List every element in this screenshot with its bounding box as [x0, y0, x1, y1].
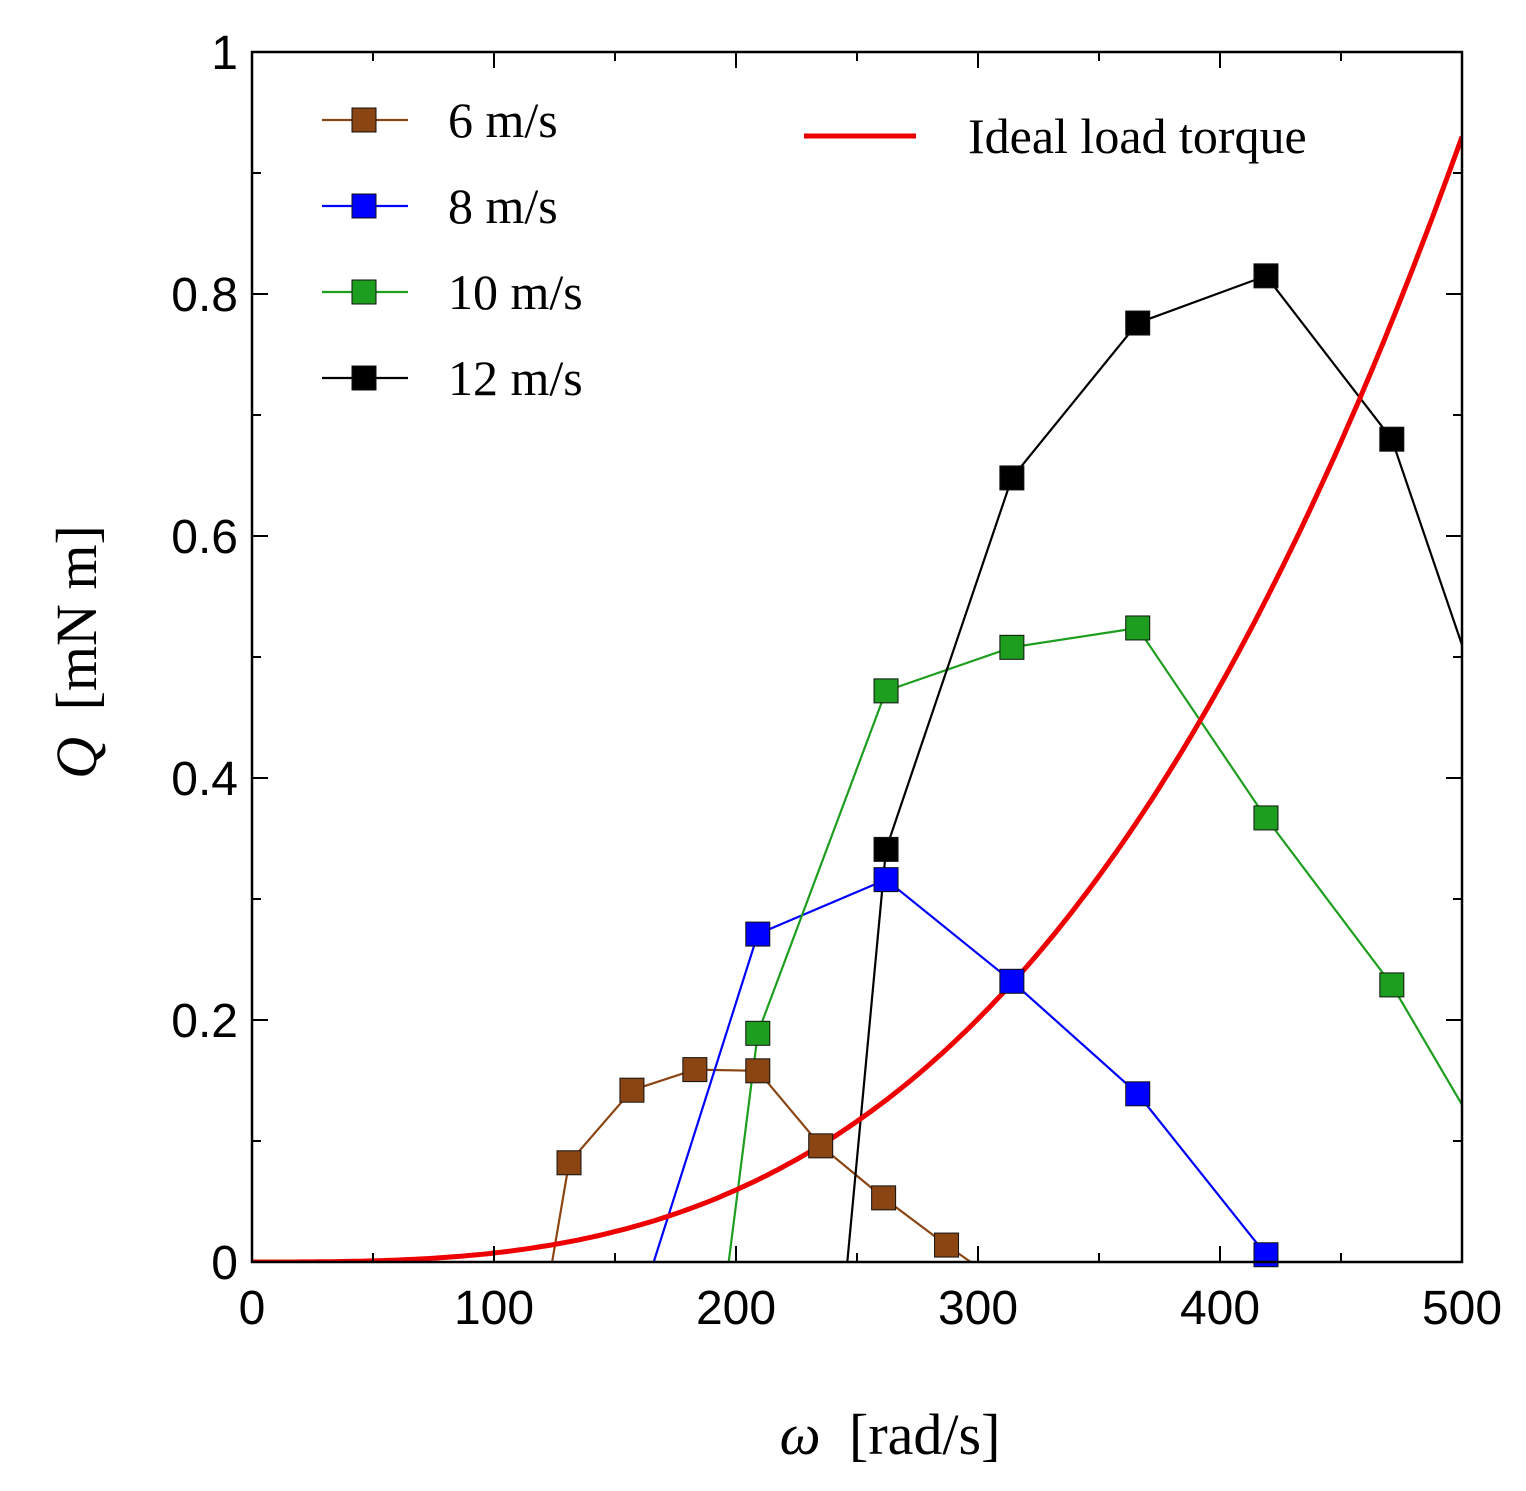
marker-s2-p2: [999, 634, 1025, 660]
marker-s3-p2: [1125, 310, 1151, 336]
y-tick-label: 0.8: [171, 269, 238, 322]
legend-label-1: 8 m/s: [448, 178, 558, 234]
marker-s3-p1: [999, 465, 1025, 491]
marker-s3-p3: [1253, 263, 1279, 289]
legend-marker-1: [351, 193, 377, 219]
x-axis-unit: [rad/s]: [849, 1402, 1000, 1467]
marker-s0-p0: [556, 1150, 582, 1176]
marker-s2-p3: [1125, 615, 1151, 641]
y-tick-label: 0: [211, 1237, 238, 1290]
legend-marker-2: [351, 279, 377, 305]
legend-label-ideal: Ideal load torque: [968, 108, 1307, 164]
x-tick-label: 300: [938, 1282, 1018, 1335]
marker-s1-p1: [873, 867, 899, 893]
series-line-2: [727, 626, 1462, 1262]
x-tick-label: 400: [1180, 1282, 1260, 1335]
x-tick-label: 500: [1422, 1282, 1502, 1335]
y-axis-title: Q [mN m]: [44, 525, 109, 779]
marker-s1-p3: [1125, 1081, 1151, 1107]
legend: 6 m/s 8 m/s 10 m/s 12 m/s Ideal load torque: [322, 92, 1307, 406]
legend-marker-3: [351, 365, 377, 391]
legend-marker-0: [351, 107, 377, 133]
marker-s2-p5: [1379, 972, 1405, 998]
y-axis-symbol: Q: [44, 737, 109, 779]
legend-label-3: 12 m/s: [448, 350, 583, 406]
y-axis-unit: [mN m]: [44, 525, 109, 710]
legend-label-2: 10 m/s: [448, 264, 583, 320]
marker-s1-p0: [745, 921, 771, 947]
data-markers: [556, 263, 1405, 1268]
x-axis-title: ω [rad/s]: [780, 1402, 1001, 1467]
x-tick-label: 0: [239, 1282, 266, 1335]
y-tick-label: 1: [211, 27, 238, 80]
axes: 0 100 200 300 400 500 0 0.2 0.4 0.6 0.8 1: [171, 27, 1502, 1335]
ideal-load-torque-curve: [252, 135, 1462, 1262]
series-line-1: [652, 878, 1267, 1262]
data-lines: [252, 135, 1462, 1262]
y-tick-label: 0.6: [171, 511, 238, 564]
marker-s3-p4: [1379, 426, 1405, 452]
marker-s0-p2: [682, 1057, 708, 1083]
plot-frame: [250, 50, 1464, 1264]
marker-s1-p2: [999, 968, 1025, 994]
marker-s0-p4: [808, 1133, 834, 1159]
marker-s0-p6: [934, 1232, 960, 1258]
x-tick-label: 100: [454, 1282, 534, 1335]
legend-label-0: 6 m/s: [448, 92, 558, 148]
marker-s2-p4: [1253, 805, 1279, 831]
marker-s0-p5: [871, 1185, 897, 1211]
y-tick-label: 0.2: [171, 995, 238, 1048]
x-tick-label: 200: [696, 1282, 776, 1335]
marker-s2-p1: [873, 678, 899, 704]
marker-s3-p0: [873, 836, 899, 862]
marker-s2-p0: [745, 1020, 771, 1046]
x-axis-symbol: ω: [780, 1402, 821, 1467]
marker-s0-p1: [619, 1077, 645, 1103]
marker-s0-p3: [745, 1058, 771, 1084]
y-tick-label: 0.4: [171, 753, 238, 806]
